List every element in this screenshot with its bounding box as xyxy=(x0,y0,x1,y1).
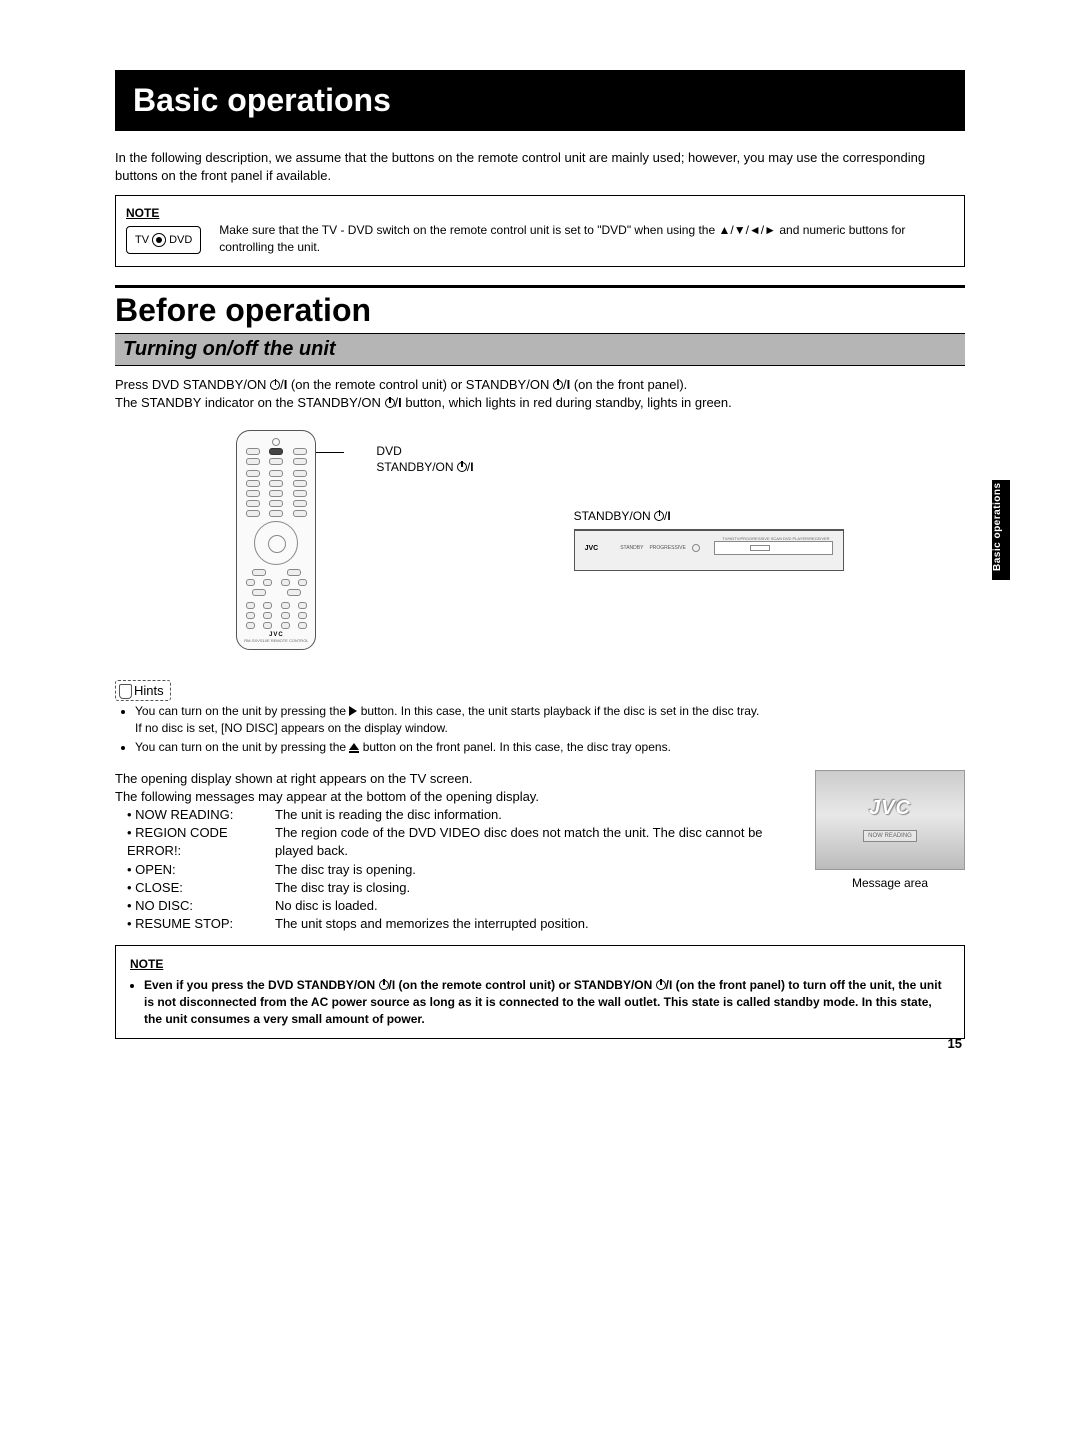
switch-knob-icon xyxy=(152,233,166,247)
standby-icon xyxy=(270,380,280,390)
switch-tv-label: TV xyxy=(135,234,149,246)
standby-icon xyxy=(457,462,467,472)
note-label: NOTE xyxy=(130,956,950,973)
messages-intro-2: The following messages may appear at the… xyxy=(115,788,787,806)
standby-icon xyxy=(656,980,666,990)
standby-icon xyxy=(654,511,664,521)
note-box-1: NOTE TV DVD Make sure that the TV - DVD … xyxy=(115,195,965,267)
msg-key: • OPEN: xyxy=(115,861,275,879)
standby-icon xyxy=(553,380,563,390)
eject-icon xyxy=(349,743,359,750)
msg-key: • RESUME STOP: xyxy=(115,915,275,933)
note-label: NOTE xyxy=(126,206,201,220)
player-brand-label: JVC xyxy=(585,545,599,552)
intro-text: In the following description, we assume … xyxy=(115,149,965,185)
msg-val: The unit is reading the disc information… xyxy=(275,806,787,824)
note-1-text: Make sure that the TV - DVD switch on th… xyxy=(219,206,954,256)
msg-val: No disc is loaded. xyxy=(275,897,787,915)
dvd-player-diagram: JVC STANDBY PROGRESSIVE TV/HDTV/PROGRESS… xyxy=(574,529,844,571)
remote-callout: DVD STANDBY/ON /I xyxy=(376,444,473,475)
hint-item: You can turn on the unit by pressing the… xyxy=(135,703,965,737)
player-diagram-column: STANDBY/ON /I JVC STANDBY PROGRESSIVE TV… xyxy=(574,509,844,571)
remote-dpad xyxy=(254,521,298,565)
page-number: 15 xyxy=(948,1036,962,1051)
operation-text: Press DVD STANDBY/ON /I (on the remote c… xyxy=(115,376,965,412)
tv-dvd-switch-diagram: TV DVD xyxy=(126,226,201,254)
tv-screen-diagram: JVC NOW READING xyxy=(815,770,965,870)
disc-tray-icon: TV/HDTV/PROGRESSIVE SCAN DVD PLAYER/RECE… xyxy=(714,541,833,555)
player-callout: STANDBY/ON /I xyxy=(574,509,671,523)
messages-table: • NOW READING:The unit is reading the di… xyxy=(115,806,787,933)
msg-val: The unit stops and memorizes the interru… xyxy=(275,915,787,933)
msg-key: • NOW READING: xyxy=(115,806,275,824)
remote-model-label: RM-SXVS10E REMOTE CONTROL xyxy=(241,638,311,643)
side-tab: Basic operations xyxy=(992,480,1010,580)
subsection-heading: Turning on/off the unit xyxy=(123,338,957,361)
callout-line xyxy=(316,452,344,453)
subsection-bar: Turning on/off the unit xyxy=(115,333,965,366)
diagram-row: JVC RM-SXVS10E REMOTE CONTROL DVD STANDB… xyxy=(115,430,965,650)
tv-logo: JVC xyxy=(869,797,911,820)
note-2-text: Even if you press the DVD STANDBY/ON /I … xyxy=(144,977,950,1027)
tv-screen-column: JVC NOW READING Message area xyxy=(815,770,965,890)
switch-dvd-label: DVD xyxy=(169,234,192,246)
section-heading: Before operation xyxy=(115,292,965,329)
msg-val: The region code of the DVD VIDEO disc do… xyxy=(275,824,787,860)
hints-badge: Hints xyxy=(115,680,171,701)
msg-val: The disc tray is opening. xyxy=(275,861,787,879)
standby-button-icon xyxy=(692,544,700,552)
hint-item: You can turn on the unit by pressing the… xyxy=(135,739,965,756)
remote-control-diagram: JVC RM-SXVS10E REMOTE CONTROL xyxy=(236,430,316,650)
messages-block: The opening display shown at right appea… xyxy=(115,770,965,934)
title-bar: Basic operations xyxy=(115,70,965,131)
tv-caption: Message area xyxy=(852,876,928,890)
messages-intro: The opening display shown at right appea… xyxy=(115,770,787,788)
msg-val: The disc tray is closing. xyxy=(275,879,787,897)
note-box-2: NOTE Even if you press the DVD STANDBY/O… xyxy=(115,945,965,1038)
tv-message-area: NOW READING xyxy=(863,830,917,842)
msg-key: • REGION CODE ERROR!: xyxy=(115,824,275,860)
hints-list: You can turn on the unit by pressing the… xyxy=(115,703,965,755)
standby-icon xyxy=(379,980,389,990)
standby-icon xyxy=(385,398,395,408)
msg-key: • CLOSE: xyxy=(115,879,275,897)
section-divider xyxy=(115,285,965,288)
msg-key: • NO DISC: xyxy=(115,897,275,915)
